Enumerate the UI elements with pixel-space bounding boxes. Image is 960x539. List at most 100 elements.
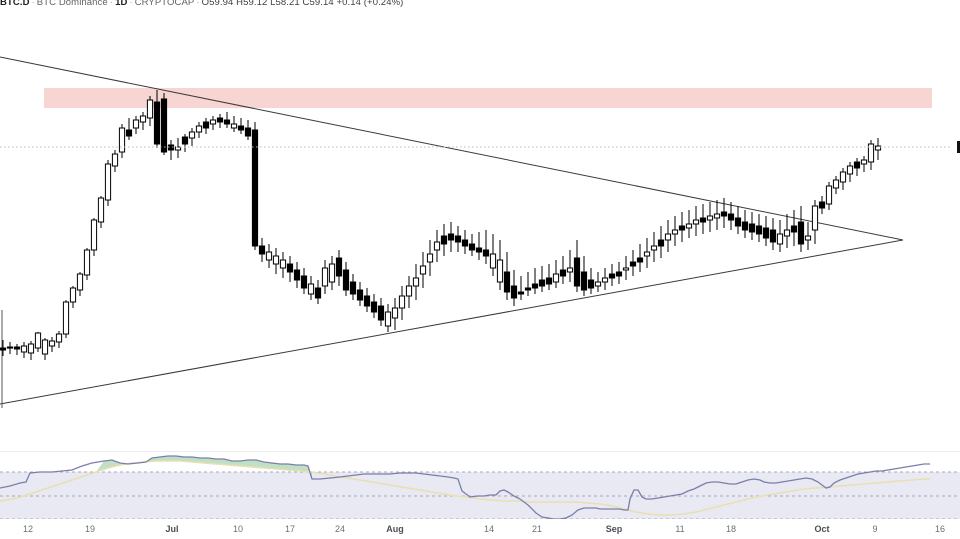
candlestick [230,116,238,132]
candle-body-up [685,223,693,229]
legend-change-value: +0.14 (+0.24%) [336,0,404,8]
time-axis-tick-19: 19 [84,524,96,534]
trendlines-layer[interactable] [0,56,904,405]
candlestick [62,300,70,338]
candles-layer [0,90,882,360]
candlestick [258,238,266,262]
candlestick [629,250,637,276]
candle-body-up [594,281,602,287]
candlestick [314,280,322,304]
time-axis-tick-jul: Jul [165,524,179,534]
candle-body-up [321,267,329,287]
candlestick [41,338,49,360]
candle-body-down [755,225,763,235]
candle-body-up [867,143,875,163]
lower-ascending-trendline[interactable] [0,239,904,405]
time-axis[interactable]: 12 19 Jul 10 17 24 Aug 14 21 Sep 11 18 Oct 9 16 [0,519,960,539]
candle-body-down [629,261,637,267]
candle-body-down [818,201,826,209]
candle-body-down [510,285,518,299]
candlestick [573,240,581,292]
candlestick [125,118,133,140]
candlestick [195,122,203,138]
candle-body-up [230,123,238,129]
candle-body-up [874,145,882,151]
candlestick [783,214,791,248]
candle-body-up [97,197,105,223]
candlestick [286,256,294,282]
upper-descending-trendline[interactable] [0,56,904,241]
candlestick-chart[interactable] [0,12,960,451]
candlestick [657,226,665,258]
candlestick [384,304,392,332]
candle-body-down [790,225,798,233]
candle-body-up [664,233,672,241]
legend-ohlc-values: O59.94 H59.12 L58.21 C59.14 [201,0,334,8]
candlestick [321,260,329,294]
candlestick [510,270,518,306]
candle-body-up [433,241,441,251]
candle-body-down [286,263,294,273]
candle-body-up [20,345,28,353]
candlestick [426,240,434,276]
candle-body-down [237,125,245,131]
candle-body-up [552,273,560,283]
candlestick [797,206,805,252]
candle-body-up [846,165,854,175]
candlestick [307,276,315,300]
candlestick [706,202,714,232]
candlestick [167,140,175,160]
indicator-main-line [0,455,930,520]
candlestick [699,204,707,234]
candle-body-down [181,136,189,145]
legend-symbol[interactable]: BTC.D [0,0,30,8]
candle-body-down [587,279,595,289]
candlestick [146,96,154,126]
candle-body-up [90,219,98,251]
candle-body-up [832,179,840,189]
candlestick [531,268,539,294]
candle-body-down [349,281,357,295]
time-axis-tick-17: 17 [284,524,296,534]
candlestick [377,298,385,326]
candle-body-up [34,332,42,349]
candle-body-up [391,307,399,319]
candle-body-down [580,271,588,291]
candlestick [160,93,168,155]
candlestick [188,128,196,146]
candle-body-up [783,229,791,237]
candle-body-up [692,219,700,225]
last-price-marker [957,141,960,153]
candlestick [622,256,630,280]
candle-body-down [797,221,805,245]
candle-body-down [678,225,686,231]
candle-body-down [6,346,14,349]
candlestick [202,118,210,134]
candlestick [48,337,56,352]
momentum-indicator-chart[interactable] [0,452,960,520]
candlestick [419,252,427,288]
candlestick [412,264,420,300]
candle-body-up [384,311,392,327]
candlestick [832,176,840,194]
candle-body-up [41,339,49,355]
legend-timeframe[interactable]: 1D [115,0,128,8]
candle-body-up [839,171,847,183]
price-pane[interactable] [0,12,960,451]
candlestick [867,140,875,170]
candlestick [594,272,602,292]
chart-symbol-legend[interactable]: BTC.D · BTC Dominance · 1D · CRYPTOCAP · O59.94 … [0,0,960,10]
candlestick [482,230,490,264]
candle-body-down [608,273,616,279]
candlestick [517,276,525,300]
candle-body-down [468,243,476,251]
candlestick [174,138,182,158]
candlestick [300,268,308,294]
candle-body-down [0,347,7,351]
candle-body-down [356,289,364,301]
indicator-pane[interactable] [0,451,960,520]
candle-body-down [251,129,259,247]
candlestick [293,262,301,288]
time-axis-tick-18: 18 [725,524,737,534]
candlestick [153,90,161,148]
